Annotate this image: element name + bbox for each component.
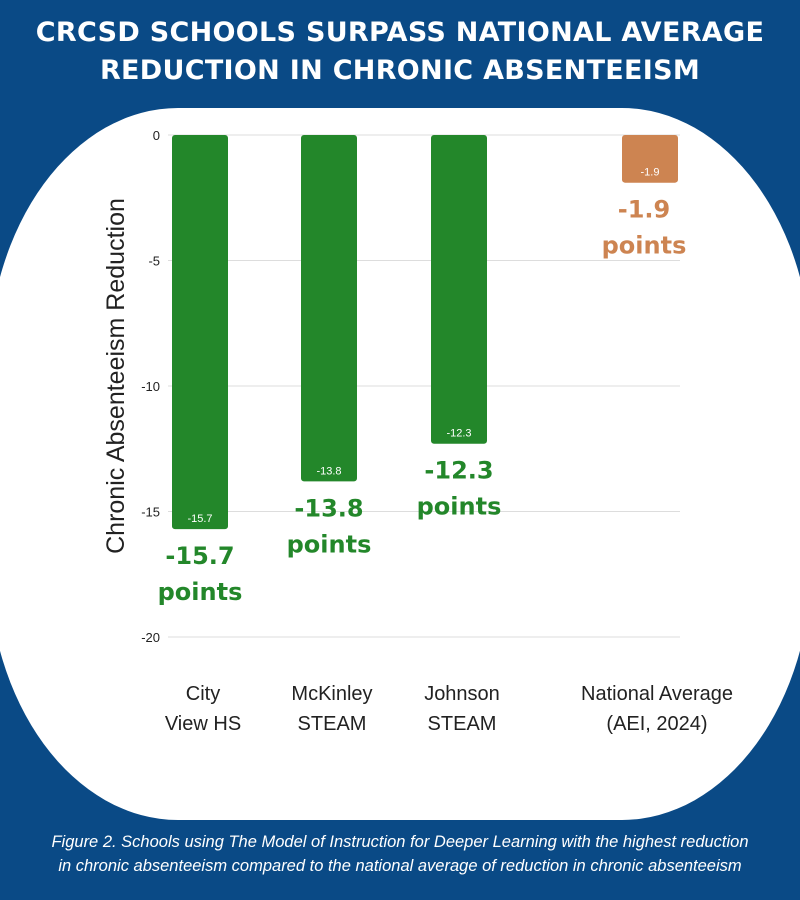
bar-annotation: -15.7: [165, 542, 234, 570]
x-category-label: McKinley: [291, 683, 372, 705]
figure-caption-line-1: Figure 2. Schools using The Model of Ins…: [51, 833, 749, 851]
bar-annotation: points: [287, 530, 372, 558]
bar-annotation: -12.3: [424, 457, 493, 485]
x-category-label: STEAM: [298, 713, 367, 735]
y-tick-label: -5: [148, 254, 160, 269]
bar-annotation: points: [158, 578, 243, 606]
figure-caption: Figure 2. Schools using The Model of Ins…: [0, 830, 800, 878]
chart-title: CRCSD SCHOOLS SURPASS NATIONAL AVERAGE R…: [0, 14, 800, 90]
bar-annotation: points: [417, 493, 502, 521]
bar: [301, 135, 357, 482]
bar-value-label: -15.7: [187, 513, 212, 525]
bar: [172, 135, 228, 530]
bar-annotation: -1.9: [618, 196, 670, 224]
bar-annotation: points: [602, 232, 687, 260]
x-category-label: National Average: [581, 683, 733, 705]
x-category-label: City: [186, 683, 220, 705]
x-category-label: Johnson: [424, 683, 500, 705]
chart-title-line-2: REDUCTION IN CHRONIC ABSENTEEISM: [99, 55, 701, 86]
y-axis-label: Chronic Absenteeism Reduction: [102, 198, 130, 554]
x-category-label: View HS: [165, 713, 241, 735]
chart-panel: [0, 108, 800, 820]
bar-value-label: -12.3: [446, 428, 471, 440]
bar: [622, 135, 678, 183]
bar-value-label: -13.8: [316, 465, 341, 477]
x-category-label: (AEI, 2024): [606, 713, 707, 735]
y-tick-label: -20: [141, 630, 160, 645]
bar: [431, 135, 487, 444]
bar-annotation: -13.8: [294, 494, 363, 522]
y-tick-label: -10: [141, 379, 160, 394]
y-tick-label: -15: [141, 505, 160, 520]
y-tick-label: 0: [153, 128, 160, 143]
bar-value-label: -1.9: [641, 167, 660, 179]
figure-caption-line-2: in chronic absenteeism compared to the n…: [58, 857, 742, 875]
x-category-label: STEAM: [428, 713, 497, 735]
chart-title-line-1: CRCSD SCHOOLS SURPASS NATIONAL AVERAGE: [35, 17, 765, 48]
